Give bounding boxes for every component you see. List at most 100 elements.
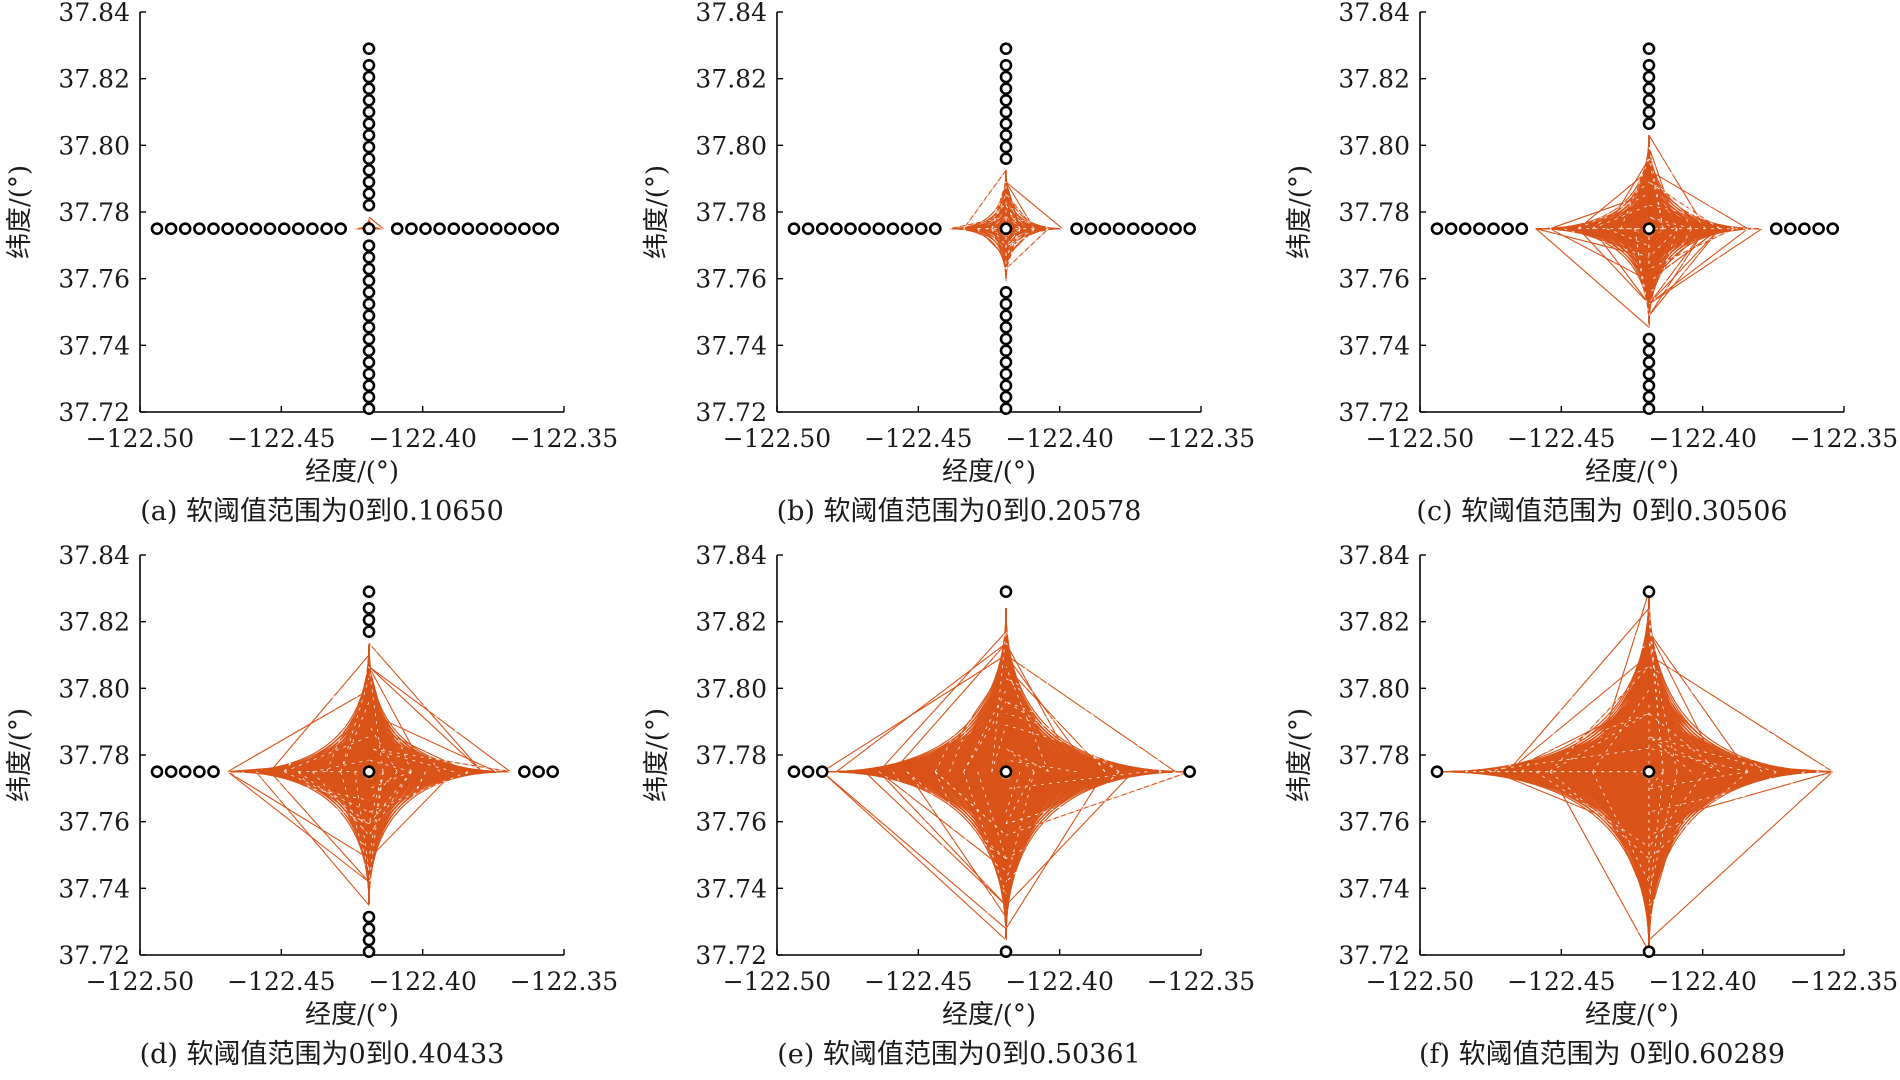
node-marker (362, 59, 376, 72)
edge-highlight (1648, 619, 1664, 772)
node-marker (320, 222, 333, 235)
x-tick-label: −122.45 (864, 424, 972, 453)
panel-caption: (a) 软阈值范围为0到0.10650 (140, 496, 504, 527)
y-axis-label: 纬度/(°) (5, 708, 35, 802)
node-marker (1515, 222, 1529, 235)
panel-caption: (c) 软阈值范围为 0到0.30506 (1416, 496, 1787, 527)
node-marker (405, 222, 418, 235)
y-tick-label: 37.74 (58, 331, 130, 360)
node-marker (1642, 94, 1656, 107)
node-marker (999, 70, 1013, 84)
node-marker (164, 222, 178, 235)
node-marker (221, 222, 234, 235)
edge-line (1005, 654, 1092, 773)
edge-highlight (312, 771, 370, 836)
x-tick-label: −122.45 (227, 967, 335, 996)
node-marker (1070, 222, 1083, 235)
edge-line (1577, 169, 1650, 230)
node-marker (249, 222, 263, 235)
y-tick-label: 37.84 (695, 0, 767, 27)
x-tick-label: −122.35 (1790, 967, 1898, 996)
node-marker (999, 355, 1013, 369)
node-marker (844, 222, 857, 235)
edge-highlight (1005, 666, 1049, 772)
node-marker (518, 765, 531, 779)
edge-line (1005, 771, 1063, 871)
edge-highlight (1648, 771, 1777, 906)
edge-line (1648, 759, 1833, 773)
chart-panel-4: 37.72 37.74 37.76 37.78 37.80 37.82 37.84 −122.… (5, 541, 618, 1070)
chart-panel-6: 37.72 37.74 37.76 37.78 37.80 37.82 37.84 −122.… (1285, 541, 1898, 1070)
node-marker (532, 222, 545, 235)
edge-highlight (1564, 228, 1650, 258)
edge-line (1648, 228, 1706, 282)
y-tick-label: 37.76 (695, 265, 767, 294)
edge-line (1648, 771, 1706, 894)
edge-line (963, 169, 1007, 230)
node-marker (390, 222, 404, 235)
edge-line (821, 771, 1007, 930)
edge-line (1005, 724, 1021, 772)
y-axis-label: 纬度/(°) (1285, 165, 1315, 259)
y-tick-label: 37.72 (1338, 398, 1410, 427)
node-marker (999, 129, 1013, 142)
edge-line (368, 216, 384, 230)
edge-highlight (1005, 228, 1063, 270)
x-tick-label: −122.35 (1790, 424, 1898, 453)
y-axis-label: 纬度/(°) (1285, 708, 1315, 802)
node-marker (815, 222, 829, 235)
node-marker (362, 309, 376, 323)
edge-highlight (1648, 666, 1833, 773)
y-tick-label: 37.82 (58, 608, 130, 637)
node-marker (1826, 222, 1839, 235)
edge-line (227, 771, 370, 860)
node-marker (362, 297, 376, 311)
node-marker (1642, 355, 1656, 369)
node-marker (872, 222, 886, 235)
edge-line (1005, 643, 1078, 772)
edge-highlight (1648, 736, 1720, 773)
x-tick-label: −122.45 (1507, 967, 1615, 996)
edge-highlight (1648, 771, 1805, 918)
panel-caption: (e) 软阈值范围为0到0.50361 (777, 1039, 1140, 1070)
node-marker (1169, 222, 1182, 235)
edge-highlight (1592, 204, 1650, 230)
node-marker (193, 222, 206, 235)
node-marker (178, 765, 192, 779)
edge-line (1005, 608, 1190, 773)
x-tick-label: −122.45 (1507, 424, 1615, 453)
y-tick-label: 37.72 (695, 941, 767, 970)
chart-panel-3: 37.72 37.74 37.76 37.78 37.80 37.82 37.84 −122.… (1285, 0, 1898, 527)
edge-highlight (1005, 643, 1106, 772)
node-markers (1430, 585, 1656, 959)
y-tick-label: 37.78 (58, 741, 130, 770)
edge-highlight (963, 228, 1007, 270)
node-marker (886, 222, 900, 235)
node-marker (277, 222, 291, 235)
edge-highlight (1005, 747, 1035, 773)
node-marker (362, 94, 376, 107)
edge-highlight (1648, 181, 1734, 230)
edge-line (836, 642, 1007, 773)
edge-line (227, 771, 370, 883)
node-marker (362, 320, 376, 334)
node-marker (1444, 222, 1458, 235)
edge-highlight (1648, 771, 1833, 906)
edge-highlight (991, 193, 1007, 229)
edge-line (821, 654, 1007, 773)
y-tick-label: 37.74 (58, 874, 130, 903)
edge-line (1005, 771, 1021, 790)
edge-line (821, 771, 1007, 941)
edge-highlight (1648, 228, 1749, 282)
y-tick-label: 37.72 (58, 941, 130, 970)
node-marker (999, 585, 1013, 599)
edge-highlight (368, 771, 412, 824)
edge-highlight (1005, 747, 1049, 773)
node-marker (362, 402, 376, 416)
edge-highlight (991, 724, 1007, 772)
edge-highlight (283, 643, 370, 772)
edge-line (269, 654, 370, 773)
node-marker (1642, 379, 1656, 393)
node-marker (999, 379, 1013, 393)
edge-line (1005, 701, 1063, 773)
